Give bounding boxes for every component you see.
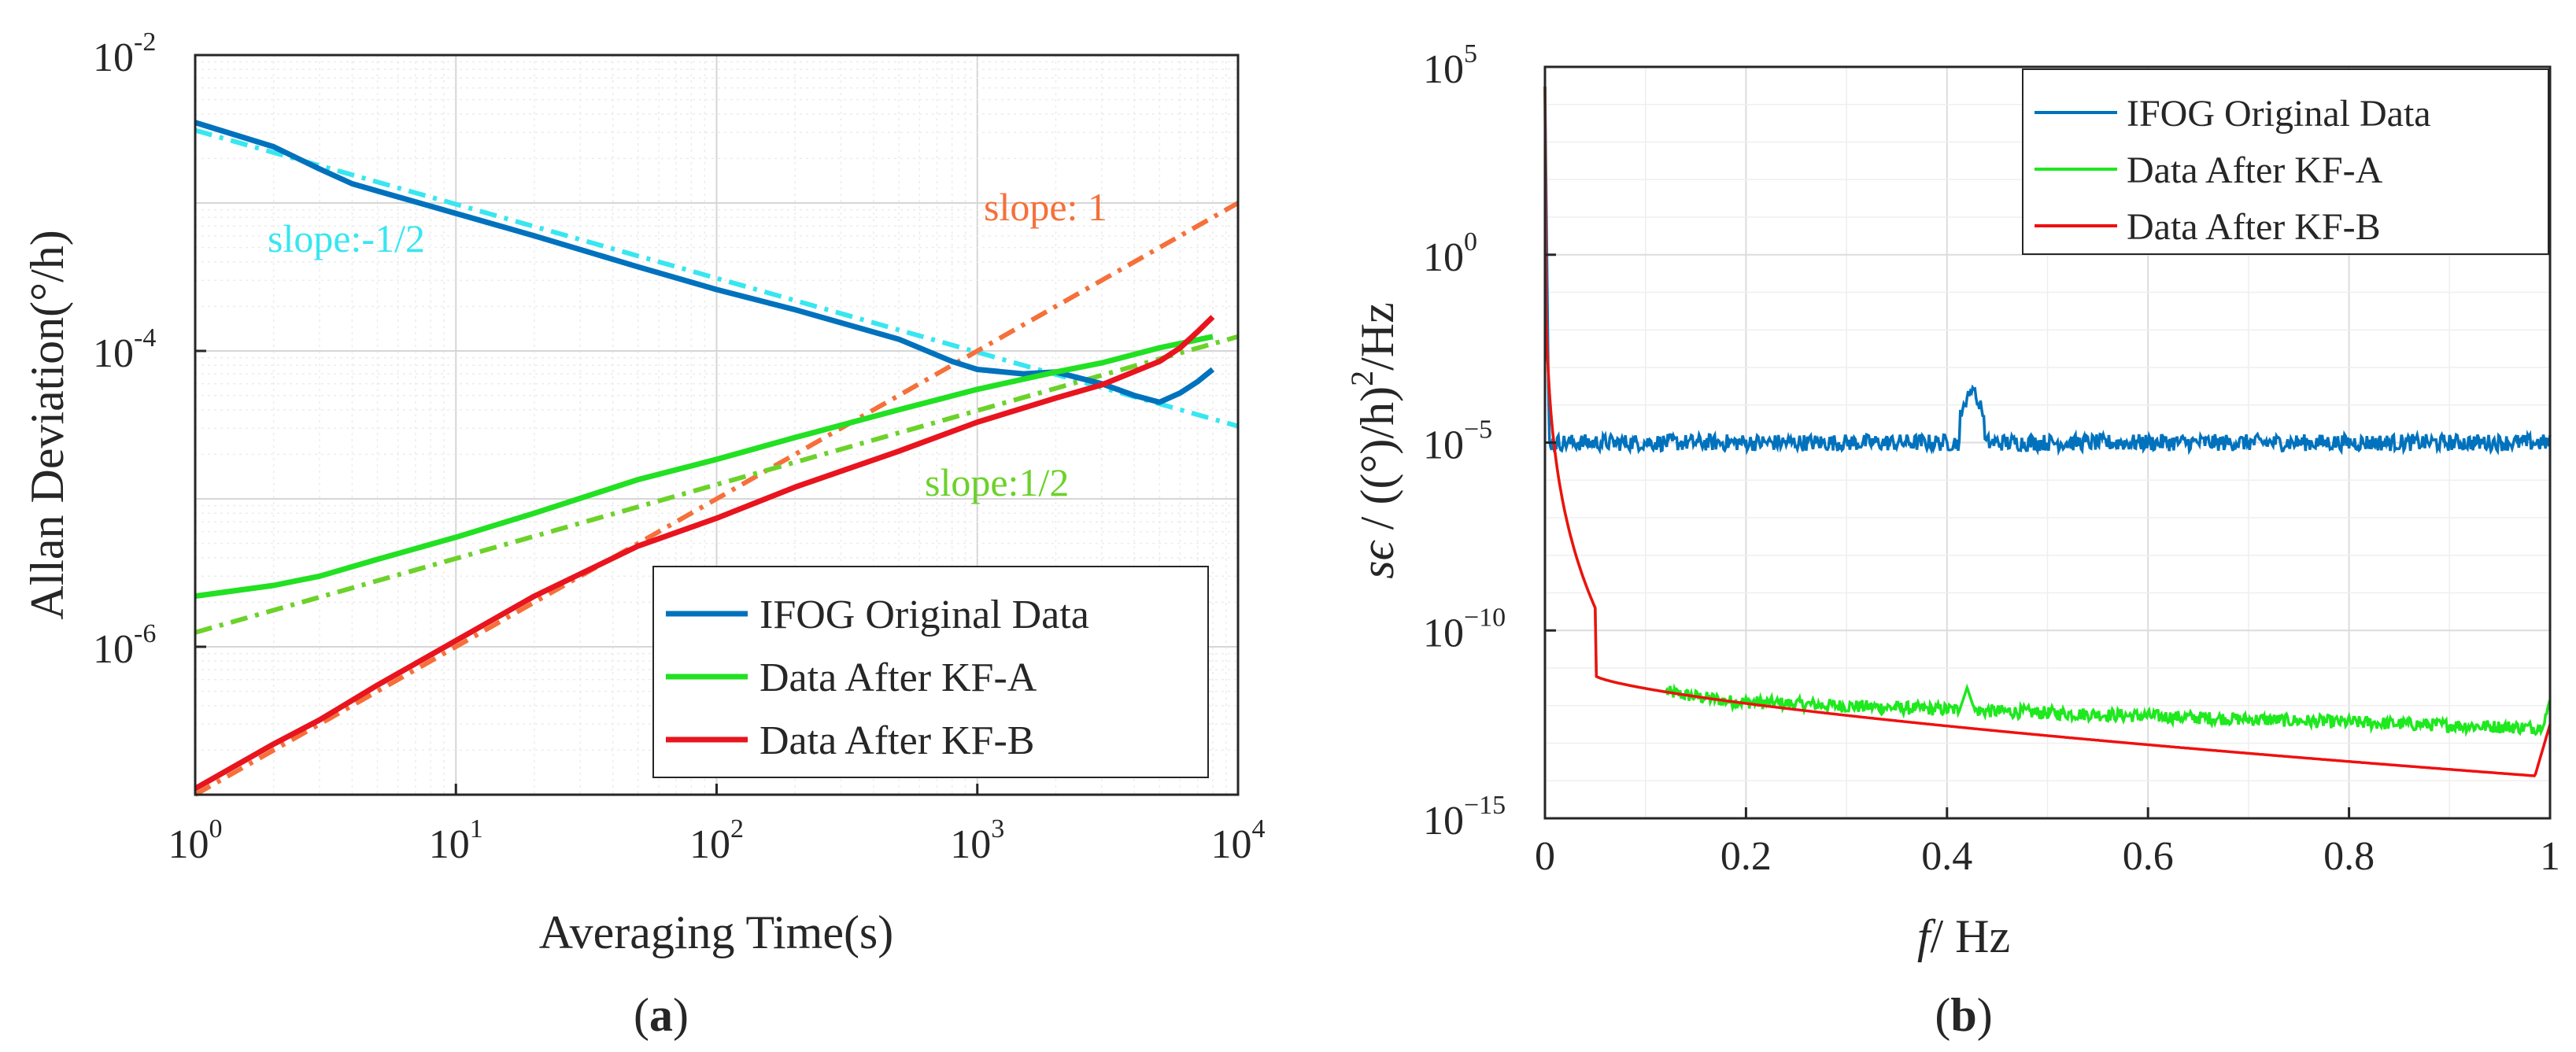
panel-a-reference-line-2 [194, 334, 1239, 635]
panel-b-y-tick-label: 10−10 [1423, 603, 1506, 655]
panel-a-legend: IFOG Original Data Data After KF-A Data … [652, 566, 1209, 778]
panel-b-legend-label-kfb: Data After KF-B [2127, 206, 2381, 248]
panel-a-legend-label-ifog: IFOG Original Data [759, 592, 1089, 637]
panel-b-x-tick-label: 0.6 [2123, 834, 2174, 879]
panel-a-x-tick-label: 104 [1211, 814, 1266, 867]
panel-a-annotation-slope-neg-half: slope:-1/2 [268, 216, 425, 260]
panel-b-x-tick-label: 0 [1535, 834, 1555, 879]
panel-b: 0 0.2 0.4 0.6 0.8 1 10−15 10−10 10−5 100 105 IFOG… [1344, 39, 2560, 1041]
panel-a: 100 101 102 103 104 10-610-410-2 slope:-1/2 … [21, 28, 1266, 1041]
panel-a-y-tick-label: 10-4 [93, 323, 156, 376]
panel-a-legend-label-kfb: Data After KF-B [759, 718, 1034, 763]
panel-a-y-tick-label: 10-2 [93, 28, 156, 80]
panel-a-x-ticks: 100 101 102 103 104 [168, 784, 1266, 867]
panel-a-series [194, 120, 1240, 797]
panel-a-annotation-slope-half: slope:1/2 [925, 460, 1069, 504]
panel-a-x-axis-label: Averaging Time(s) [539, 906, 894, 958]
panel-b-y-tick-label: 10−5 [1423, 415, 1492, 468]
panel-b-legend-label-kfa: Data After KF-A [2127, 149, 2383, 191]
panel-b-x-tick-label: 0.4 [1921, 834, 1972, 879]
panel-a-legend-label-kfa: Data After KF-A [759, 655, 1037, 700]
panel-b-series-line-kfb [1543, 86, 2552, 777]
panel-a-y-ticks: 10-6 10-4 10-2 [93, 28, 206, 672]
panel-a-annotation-slope-one: slope: 1 [984, 185, 1107, 229]
panel-a-series-line-0 [194, 120, 1215, 405]
panel-a-x-tick-label: 103 [950, 814, 1004, 867]
panel-a-series-line-1 [194, 334, 1214, 600]
panel-b-x-ticks: 0 0.2 0.4 0.6 0.8 1 [1535, 807, 2560, 879]
panel-a-x-tick-label: 102 [689, 814, 744, 867]
panel-a-reference-line-1 [194, 201, 1240, 797]
panel-b-series-line-kfa [1543, 86, 2552, 738]
panel-b-series [1543, 86, 2552, 777]
panel-a-caption: (a) [634, 989, 689, 1041]
panel-a-x-tick-label: 100 [168, 814, 223, 867]
panel-b-y-axis-label: sϵ / ((°)/h)2/Hz [1344, 302, 1403, 578]
panel-b-legend: IFOG Original Data Data After KF-A Data … [2022, 68, 2549, 255]
panel-b-x-axis-label: f/ Hz [1917, 910, 2010, 962]
panel-b-y-tick-label: 100 [1423, 227, 1477, 280]
panel-b-y-tick-label: 105 [1423, 39, 1477, 92]
panel-b-x-tick-label: 0.2 [1720, 834, 1772, 879]
panel-a-x-tick-label: 101 [429, 814, 483, 867]
panel-a-y-tick-label: 10-6 [93, 619, 156, 672]
panel-b-legend-box [2022, 68, 2549, 255]
panel-a-y-axis-label: Allan Deviation(°/h) [21, 230, 73, 620]
panel-b-legend-label-ifog: IFOG Original Data [2127, 93, 2431, 135]
panel-b-y-tick-label: 10−15 [1423, 791, 1506, 843]
panel-b-y-ticks: 10−15 10−10 10−5 100 105 [1423, 39, 1556, 843]
panel-a-series-line-2 [194, 315, 1215, 792]
panel-b-x-tick-label: 0.8 [2323, 834, 2375, 879]
panel-b-caption: (b) [1935, 989, 1992, 1041]
panel-b-x-tick-label: 1 [2540, 834, 2560, 879]
panel-b-series-line-ifog [1543, 86, 2552, 456]
